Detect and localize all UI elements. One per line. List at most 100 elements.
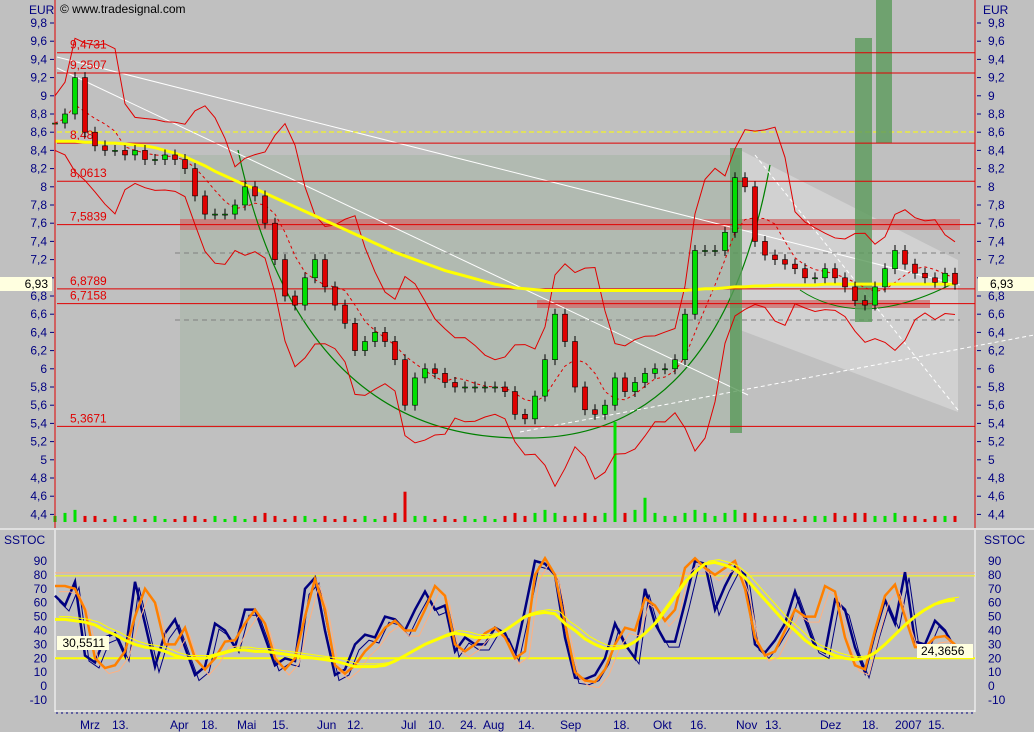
candle-body xyxy=(762,241,768,256)
stoch-tick-label-left: 50 xyxy=(34,610,48,624)
candle-body xyxy=(632,382,638,392)
volume-bar xyxy=(563,515,567,522)
candle-body xyxy=(332,286,338,306)
candle-body xyxy=(902,250,908,265)
candle-body xyxy=(182,159,188,169)
volume-bar xyxy=(593,515,597,522)
price-tick-label-left: 8,6 xyxy=(30,125,47,139)
volume-bar xyxy=(653,512,657,522)
candle-body xyxy=(592,409,598,415)
candle-body xyxy=(272,222,278,260)
volume-bars xyxy=(53,422,957,522)
candle-body xyxy=(402,359,408,406)
volume-bar xyxy=(873,515,877,522)
candle-body xyxy=(682,313,688,361)
volume-bar xyxy=(883,515,887,522)
candle-body xyxy=(202,195,208,215)
volume-bar xyxy=(393,512,397,522)
price-tick-label-right: 6,4 xyxy=(988,325,1005,339)
stoch-tick-label-right: 20 xyxy=(988,651,1002,665)
price-tick-label-left: 4,8 xyxy=(30,471,47,485)
level-lines: 9,47319,25078,488,06137,58396,87896,7158… xyxy=(57,38,975,427)
signal-bar-3 xyxy=(876,0,892,143)
candle-body xyxy=(132,150,138,156)
volume-bar xyxy=(213,515,217,522)
volume-bar xyxy=(373,518,377,522)
candle-body xyxy=(702,250,708,252)
last-price-label-right: 6,93 xyxy=(990,277,1014,291)
stoch-tick-label-right: 80 xyxy=(988,568,1002,582)
volume-bar xyxy=(333,518,337,522)
stoch-tick-label-left: 0 xyxy=(40,679,47,693)
price-tick-label-left: 9,6 xyxy=(30,34,47,48)
candle-body xyxy=(72,77,78,115)
price-tick-label-right: 4,4 xyxy=(988,507,1005,521)
volume-bar xyxy=(743,512,747,522)
candle-body xyxy=(712,250,718,252)
stoch-value-right: 24,3656 xyxy=(917,644,973,658)
candle-body xyxy=(322,259,328,288)
volume-bar xyxy=(793,518,797,522)
currency-label-left: EUR xyxy=(29,3,55,17)
volume-bar xyxy=(353,518,357,522)
volume-bar xyxy=(163,518,167,522)
volume-bar xyxy=(313,518,317,522)
volume-bar xyxy=(773,515,777,522)
price-tick-label-left: 5 xyxy=(40,453,47,467)
volume-bar xyxy=(263,512,267,522)
candle-body xyxy=(522,413,528,420)
volume-bar xyxy=(223,518,227,522)
time-axis-label: Sep xyxy=(560,718,582,732)
price-tick-label-left: 8 xyxy=(40,180,47,194)
candle-body xyxy=(232,204,238,215)
stoch-fast-thin-line xyxy=(58,565,960,686)
candle-body xyxy=(82,77,88,133)
price-tick-label-left: 4,4 xyxy=(30,507,47,521)
candle-body xyxy=(952,272,958,285)
candle-body xyxy=(772,254,778,260)
stoch-tick-label-left: 70 xyxy=(34,582,48,596)
time-axis-label: 18. xyxy=(613,718,630,732)
candle-body xyxy=(642,373,648,383)
candle-body xyxy=(442,373,448,383)
stoch-value-label-left: 30,5511 xyxy=(63,636,106,650)
volume-bar xyxy=(413,515,417,522)
candle-body xyxy=(452,382,458,388)
currency-label-right: EUR xyxy=(983,3,1009,17)
volume-bar xyxy=(113,515,117,522)
candle-body xyxy=(652,368,658,374)
price-tick-label-left: 6,4 xyxy=(30,325,47,339)
time-axis-label: 18. xyxy=(862,718,879,732)
volume-bar xyxy=(643,497,647,522)
price-tick-label-right: 7,2 xyxy=(988,253,1005,267)
stoch-tick-label-left: -10 xyxy=(30,693,48,707)
candles xyxy=(52,72,958,425)
volume-bar xyxy=(933,515,937,522)
price-tick-label-left: 7,8 xyxy=(30,198,47,212)
price-tick-label-left: 6 xyxy=(40,362,47,376)
price-tick-label-right: 6,8 xyxy=(988,289,1005,303)
volume-bar xyxy=(453,518,457,522)
candle-body xyxy=(922,272,928,279)
stoch-tick-label-right: 70 xyxy=(988,582,1002,596)
price-tick-label-left: 8,4 xyxy=(30,143,47,157)
stoch-value-left: 30,5511 xyxy=(57,636,109,650)
candle-body xyxy=(832,268,838,279)
candle-body xyxy=(92,131,98,147)
price-tick-label-right: 8,6 xyxy=(988,125,1005,139)
time-axis-label: 12. xyxy=(347,718,364,732)
volume-bar xyxy=(293,515,297,522)
volume-bar xyxy=(723,512,727,522)
price-tick-label-left: 6,8 xyxy=(30,289,47,303)
volume-bar xyxy=(503,515,507,522)
volume-bar xyxy=(543,509,547,522)
candle-body xyxy=(662,368,668,371)
price-tick-label-right: 9 xyxy=(988,89,995,103)
volume-bar xyxy=(813,515,817,522)
price-tick-label-right: 5,4 xyxy=(988,416,1005,430)
stoch-title-left: SSTOC xyxy=(4,533,45,547)
volume-bar xyxy=(733,509,737,522)
candle-body xyxy=(792,263,798,269)
volume-bar xyxy=(343,515,347,522)
